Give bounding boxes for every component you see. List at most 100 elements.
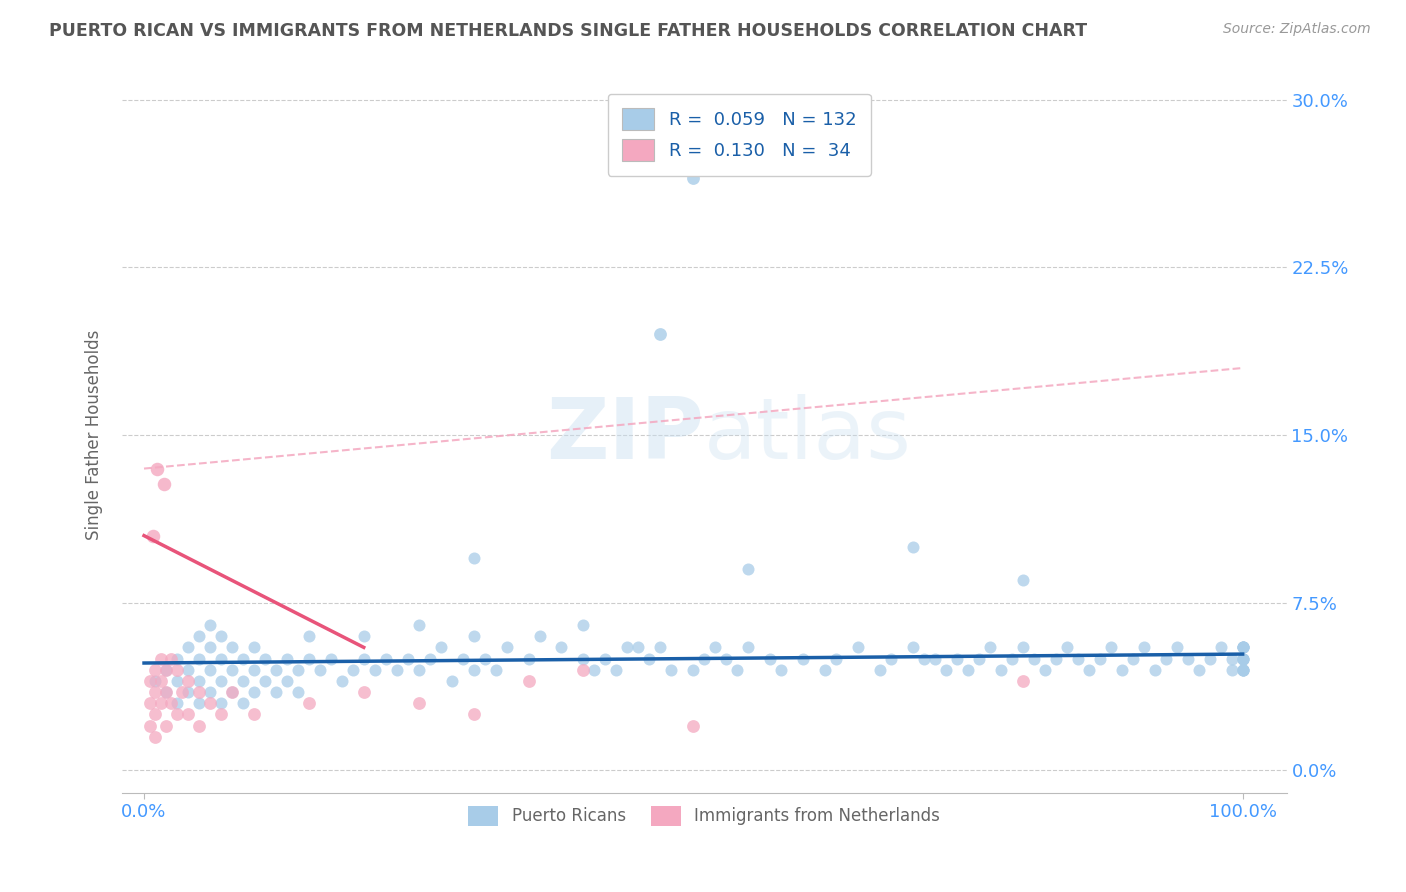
Y-axis label: Single Father Households: Single Father Households <box>86 330 103 541</box>
Point <box>605 663 627 677</box>
Point <box>737 562 759 576</box>
Point <box>1143 663 1166 677</box>
Point <box>1022 651 1045 665</box>
Point <box>276 651 298 665</box>
Point <box>160 651 183 665</box>
Point <box>149 696 172 710</box>
Point <box>188 673 211 688</box>
Point <box>177 673 200 688</box>
Point <box>166 707 188 722</box>
Point <box>155 685 177 699</box>
Point <box>396 651 419 665</box>
Point <box>1045 651 1067 665</box>
Point <box>1232 651 1254 665</box>
Point <box>616 640 638 655</box>
Point <box>572 651 595 665</box>
Point <box>682 171 704 186</box>
Point <box>595 651 617 665</box>
Point <box>353 651 375 665</box>
Point <box>1232 663 1254 677</box>
Point <box>198 696 221 710</box>
Point <box>143 730 166 744</box>
Point <box>529 629 551 643</box>
Point <box>209 707 232 722</box>
Point <box>474 651 496 665</box>
Point <box>264 663 287 677</box>
Point <box>463 663 485 677</box>
Point <box>825 651 848 665</box>
Point <box>1209 640 1232 655</box>
Point <box>232 651 254 665</box>
Point <box>1177 651 1199 665</box>
Point <box>1033 663 1056 677</box>
Point <box>463 551 485 566</box>
Point <box>221 663 243 677</box>
Point <box>924 651 946 665</box>
Point <box>935 663 957 677</box>
Point <box>572 618 595 632</box>
Point <box>650 640 672 655</box>
Point <box>463 629 485 643</box>
Point <box>792 651 814 665</box>
Point <box>682 663 704 677</box>
Point <box>166 696 188 710</box>
Point <box>143 673 166 688</box>
Point <box>737 640 759 655</box>
Point <box>374 651 396 665</box>
Point <box>517 673 540 688</box>
Point <box>221 685 243 699</box>
Point <box>451 651 474 665</box>
Point <box>967 651 990 665</box>
Point <box>1232 651 1254 665</box>
Point <box>298 651 321 665</box>
Point <box>209 696 232 710</box>
Point <box>770 663 793 677</box>
Point <box>243 685 266 699</box>
Point <box>155 718 177 732</box>
Point <box>901 540 924 554</box>
Point <box>979 640 1001 655</box>
Point <box>1132 640 1154 655</box>
Point <box>638 651 661 665</box>
Point <box>298 629 321 643</box>
Point <box>1232 640 1254 655</box>
Point <box>188 685 211 699</box>
Point <box>1077 663 1099 677</box>
Point <box>155 663 177 677</box>
Point <box>1232 640 1254 655</box>
Point <box>198 685 221 699</box>
Point <box>408 618 430 632</box>
Point <box>253 651 276 665</box>
Point <box>138 696 160 710</box>
Point <box>846 640 869 655</box>
Point <box>1111 663 1133 677</box>
Point <box>1232 640 1254 655</box>
Point <box>1198 651 1220 665</box>
Point <box>1232 640 1254 655</box>
Point <box>1232 651 1254 665</box>
Text: atlas: atlas <box>704 393 912 476</box>
Point <box>353 685 375 699</box>
Point <box>1232 663 1254 677</box>
Point <box>484 663 506 677</box>
Point <box>1056 640 1078 655</box>
Point <box>716 651 738 665</box>
Point <box>956 663 979 677</box>
Point <box>659 663 682 677</box>
Point <box>155 663 177 677</box>
Point <box>253 673 276 688</box>
Point <box>572 663 595 677</box>
Point <box>1154 651 1177 665</box>
Point <box>152 477 174 491</box>
Point <box>693 651 716 665</box>
Point <box>209 673 232 688</box>
Point <box>143 685 166 699</box>
Point <box>1232 640 1254 655</box>
Point <box>627 640 650 655</box>
Point <box>1012 640 1035 655</box>
Point <box>177 685 200 699</box>
Point <box>946 651 969 665</box>
Point <box>232 696 254 710</box>
Point <box>869 663 891 677</box>
Point <box>704 640 727 655</box>
